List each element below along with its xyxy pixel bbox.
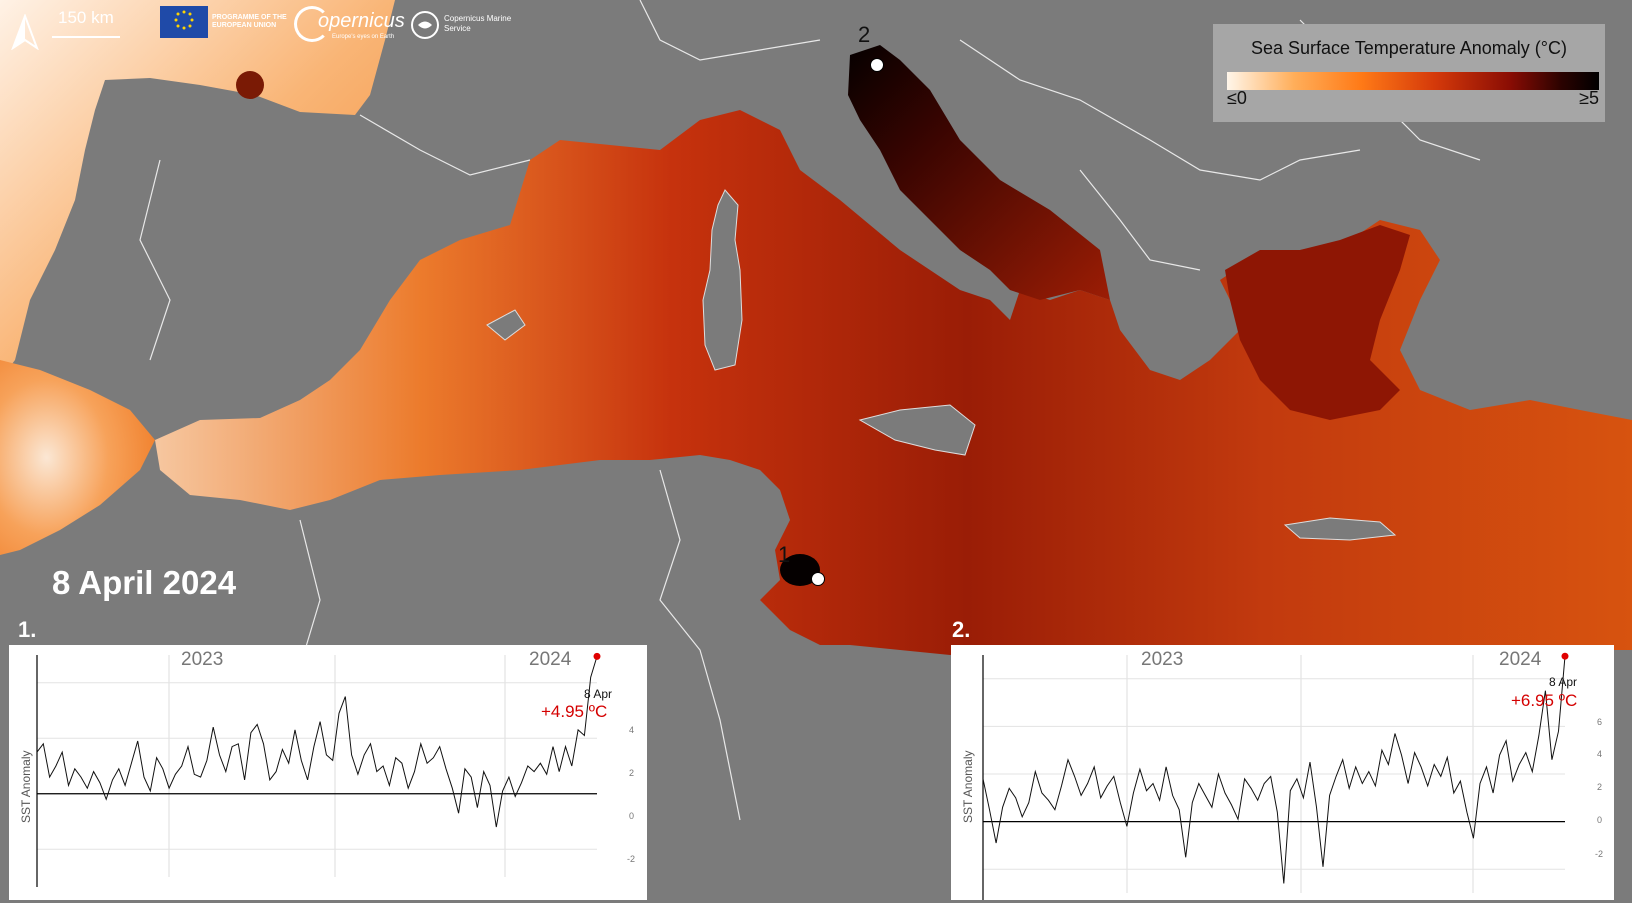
chart-1-tick: 2 (629, 768, 635, 778)
legend-title: Sea Surface Temperature Anomaly (°C) (1250, 38, 1567, 58)
chart-1-svg (36, 652, 601, 887)
scale-bar (52, 36, 120, 38)
eu-flag-icon (160, 6, 208, 38)
chart-2-tick: -2 (1595, 849, 1604, 859)
legend-colorbar (1227, 72, 1599, 90)
mediterranean-sea (155, 110, 1632, 655)
marine-service-text: Copernicus Marine Service (444, 14, 512, 33)
chart-1-tick: -2 (627, 854, 636, 864)
chart-2-ylabel: SST Anomaly (961, 750, 975, 823)
island-balearic (486, 309, 526, 341)
end-point-marker (1561, 652, 1569, 660)
chart-2-svg (982, 652, 1569, 900)
chart-1-year-2024: 2024 (529, 649, 572, 670)
copernicus-c-icon (294, 6, 330, 42)
legend: Sea Surface Temperature Anomaly (°C) ≤0 … (1213, 24, 1605, 122)
chart-2-tick: 6 (1597, 717, 1603, 727)
chart-panel-1: SST Anomaly 2023 2024 8 Apr +4.95 ºC 4 2… (9, 645, 647, 900)
chart-2-tick: 2 (1597, 782, 1603, 792)
copernicus-logo-text: opernicus (318, 10, 405, 32)
chart-2-year-2023: 2023 (1141, 649, 1184, 670)
legend-max-label: ≥5 (1579, 88, 1599, 108)
adriatic-sea (848, 45, 1110, 300)
island-sicily (858, 404, 976, 456)
chart-1-end-date: 8 Apr (584, 687, 613, 701)
sst-anomaly-line (36, 656, 598, 828)
cadiz-sea (0, 360, 155, 555)
end-point-marker (593, 652, 601, 660)
marine-service-icon (411, 11, 439, 39)
scale-label: 150 km (58, 8, 114, 27)
chart-2-tick: 0 (1597, 815, 1603, 825)
chart-panel-2: SST Anomaly 2023 2024 8 Apr +6.95 ºC 6 4… (951, 645, 1614, 900)
chart-2-year-2024: 2024 (1499, 649, 1542, 670)
pin-1-label: 1 (778, 542, 791, 567)
chart-2-end-date: 8 Apr (1549, 675, 1578, 689)
island-crete (1283, 517, 1397, 541)
date-label: 8 April 2024 (52, 564, 237, 601)
pin-1 (811, 572, 825, 586)
pin-2 (870, 58, 884, 72)
chart-1-tick: 0 (629, 811, 635, 821)
legend-min-label: ≤0 (1227, 88, 1247, 108)
panel-1-number: 1. (18, 617, 37, 642)
sst-anomaly-line (982, 656, 1566, 884)
eu-programme-text: PROGRAMME OF THE EUROPEAN UNION (212, 14, 287, 29)
island-corsica-sardinia (702, 189, 743, 371)
chart-2-end-value: +6.95 ºC (1511, 691, 1578, 710)
atlantic-sea (0, 0, 395, 380)
chart-1-year-2023: 2023 (181, 649, 224, 670)
hotspot-gabes (780, 554, 820, 586)
chart-1-end-value: +4.95 ºC (541, 702, 608, 721)
copernicus-subtitle: Europe's eyes on Earth (332, 34, 395, 40)
chart-2-tick: 4 (1597, 749, 1603, 759)
north-arrow-icon (11, 14, 39, 50)
panel-2-number: 2. (952, 617, 971, 642)
chart-1-tick: 4 (629, 725, 635, 735)
chart-1-ylabel: SST Anomaly (19, 750, 33, 823)
aegean-sea (1225, 225, 1410, 420)
hotspot-biscay (236, 71, 264, 99)
pin-2-label: 2 (858, 22, 871, 47)
